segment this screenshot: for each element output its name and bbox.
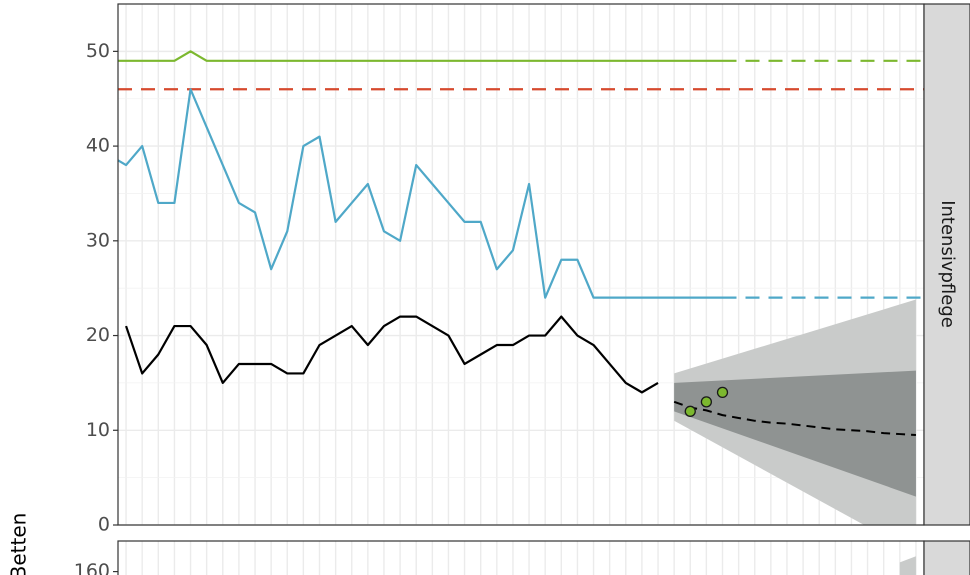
facet-strip-background	[923, 3, 970, 526]
y-tick-label: 30	[86, 229, 110, 251]
forecast-band-visible	[899, 556, 916, 575]
observation-points	[684, 386, 729, 417]
y-tick-label: 40	[86, 135, 110, 157]
y-axis-ticks: 0 10 20 30 40 50	[86, 40, 118, 536]
series-lines	[899, 556, 916, 575]
facet-strip-label: Intensivpflege	[937, 200, 958, 328]
grid-lines	[125, 541, 917, 575]
observation-point	[700, 396, 713, 408]
facet-strip-background	[923, 540, 970, 575]
series-capacity-blue	[117, 88, 723, 299]
panel-intensivpflege: 0 10 20 30 40 50	[86, 3, 925, 536]
series-capacity-green	[118, 50, 723, 62]
y-axis-title: Betten	[7, 513, 31, 575]
observation-point	[716, 386, 729, 399]
y-tick-label: 160	[74, 560, 110, 575]
series-occupied	[125, 315, 659, 394]
y-tick-label: 0	[98, 514, 110, 536]
series-lines	[117, 50, 924, 437]
facet-strip: Intensivpflege	[923, 3, 970, 526]
y-axis-ticks: 160	[74, 560, 118, 575]
observation-point	[684, 405, 696, 417]
panel-second: 160	[74, 540, 970, 575]
panel-background	[118, 541, 924, 575]
y-tick-label: 50	[86, 40, 110, 62]
y-tick-label: 10	[86, 419, 110, 441]
forecast-bands	[674, 299, 916, 525]
y-tick-label: 20	[86, 324, 110, 346]
forecast-band-inner-interval	[674, 370, 916, 497]
series-forecast	[673, 400, 916, 437]
